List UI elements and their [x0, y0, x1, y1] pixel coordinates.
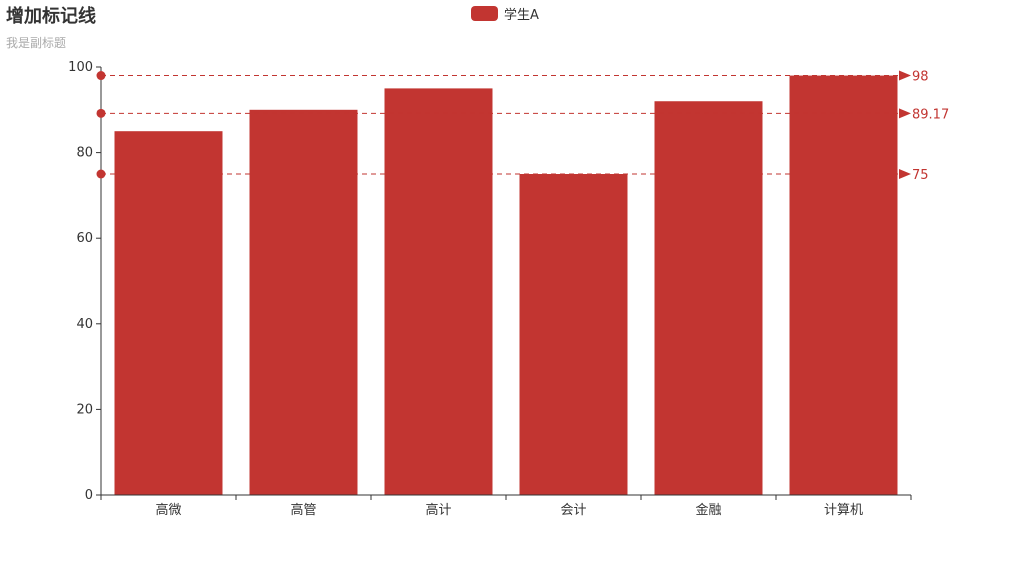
x-tick-label: 金融	[695, 502, 721, 518]
x-tick-label: 高微	[155, 502, 181, 518]
bar-2[interactable]	[249, 109, 358, 496]
y-tick-label: 20	[76, 402, 93, 417]
bar-4[interactable]	[519, 174, 628, 495]
chart-title: 增加标记线	[6, 6, 96, 27]
x-tick-label: 计算机	[824, 503, 863, 518]
legend-label[interactable]: 学生A	[504, 8, 539, 23]
chart-subtitle: 我是副标题	[6, 36, 67, 50]
legend-swatch[interactable]	[471, 6, 498, 21]
mark-line-start-dot	[96, 108, 106, 118]
mark-line-start-dot	[96, 71, 106, 81]
axes-group: 0 20 40 60 80 100 高微 高管 高计 会计 金融 计算机	[68, 60, 912, 518]
x-tick-label: 高计	[425, 502, 451, 518]
y-tick-label: 100	[68, 60, 93, 75]
mark-line-arrow-icon	[899, 169, 911, 179]
bar-1[interactable]	[114, 131, 223, 495]
y-tick-label: 60	[76, 231, 93, 246]
y-tick-label: 40	[76, 317, 93, 332]
mark-line-arrow-icon	[899, 70, 911, 81]
x-tick-label: 高管	[290, 502, 316, 518]
bar-3[interactable]	[384, 88, 493, 496]
mark-lines-group: 98 89.17 75	[96, 70, 949, 183]
bars-group	[114, 75, 898, 496]
mark-line-label: 98	[912, 70, 929, 85]
mark-line-label: 89.17	[912, 107, 949, 122]
y-tick-label: 0	[85, 488, 93, 503]
mark-line-arrow-icon	[899, 108, 911, 119]
y-tick-label: 80	[76, 146, 93, 161]
bar-6[interactable]	[789, 75, 898, 495]
legend[interactable]: 学生A	[471, 4, 539, 23]
mark-line-start-dot	[96, 169, 106, 179]
mark-line-label: 75	[912, 168, 929, 183]
bar-5[interactable]	[654, 101, 763, 496]
x-tick-label: 会计	[560, 503, 586, 518]
